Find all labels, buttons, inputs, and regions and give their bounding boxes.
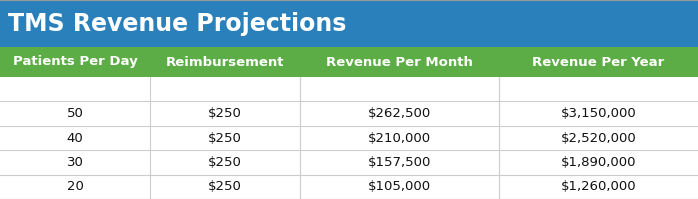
Text: Reimbursement: Reimbursement [166, 56, 284, 68]
Text: 30: 30 [66, 156, 84, 169]
Bar [0, 77, 698, 199]
Text: $210,000: $210,000 [368, 132, 431, 144]
Text: $1,890,000: $1,890,000 [560, 156, 637, 169]
Text: Revenue Per Year: Revenue Per Year [533, 56, 664, 68]
Bar [0, 0, 698, 47]
Text: $2,520,000: $2,520,000 [560, 132, 637, 144]
Text: $157,500: $157,500 [368, 156, 431, 169]
Text: $1,260,000: $1,260,000 [560, 180, 637, 193]
Text: 20: 20 [66, 180, 84, 193]
Text: $250: $250 [208, 156, 242, 169]
Text: $250: $250 [208, 132, 242, 144]
Text: TMS Revenue Projections: TMS Revenue Projections [8, 12, 346, 35]
Text: Revenue Per Month: Revenue Per Month [326, 56, 473, 68]
Text: 40: 40 [67, 132, 83, 144]
Text: $3,150,000: $3,150,000 [560, 107, 637, 120]
Text: $250: $250 [208, 180, 242, 193]
Text: $250: $250 [208, 107, 242, 120]
Text: $262,500: $262,500 [368, 107, 431, 120]
Text: $105,000: $105,000 [368, 180, 431, 193]
Bar [0, 47, 698, 77]
Text: 50: 50 [66, 107, 84, 120]
Text: Patients Per Day: Patients Per Day [13, 56, 138, 68]
